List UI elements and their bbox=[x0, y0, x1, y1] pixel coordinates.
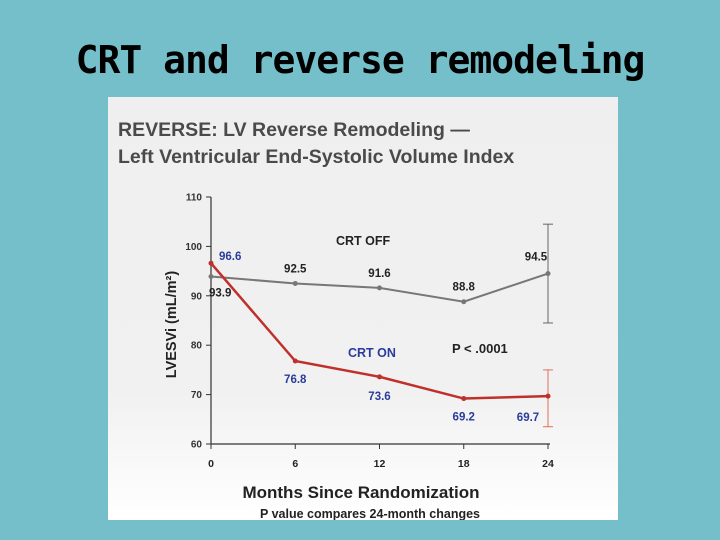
crt-off-data-label: 94.5 bbox=[525, 252, 548, 264]
crt-on-point bbox=[292, 358, 298, 364]
crt-off-series-label: CRT OFF bbox=[336, 234, 391, 248]
crt-off-point bbox=[292, 280, 298, 286]
crt-off-point bbox=[545, 271, 551, 277]
chart-figure: REVERSE: LV Reverse Remodeling — Left Ve… bbox=[108, 97, 618, 520]
chart-title-line1: REVERSE: LV Reverse Remodeling — bbox=[118, 119, 470, 141]
y-tick-label: 110 bbox=[186, 193, 203, 204]
chart-note: P value compares 24-month changes bbox=[260, 507, 480, 520]
crt-on-series-label: CRT ON bbox=[348, 346, 396, 360]
crt-on-point bbox=[461, 396, 467, 402]
y-tick-label: 100 bbox=[185, 242, 202, 253]
x-axis-title: Months Since Randomization bbox=[242, 483, 479, 502]
y-tick-label: 80 bbox=[191, 341, 203, 352]
crt-off-data-label: 91.6 bbox=[368, 268, 390, 280]
x-tick-label: 6 bbox=[292, 458, 298, 470]
chart-title: REVERSE: LV Reverse Remodeling — Left Ve… bbox=[118, 117, 608, 171]
crt-on-data-label: 96.6 bbox=[219, 251, 241, 263]
x-tick-label: 24 bbox=[542, 458, 554, 470]
y-tick-label: 90 bbox=[191, 291, 203, 302]
x-tick-label: 18 bbox=[458, 458, 470, 470]
crt-on-data-label: 76.8 bbox=[284, 374, 307, 386]
crt-on-data-label: 69.2 bbox=[453, 412, 475, 424]
y-tick-label: 70 bbox=[191, 390, 203, 401]
crt-off-point bbox=[461, 299, 467, 305]
crt-on-point bbox=[545, 393, 551, 399]
p-value-annotation: P < .0001 bbox=[452, 341, 508, 356]
crt-off-point bbox=[208, 274, 214, 280]
crt-off-data-label: 93.9 bbox=[209, 288, 231, 300]
chart-title-line2: Left Ventricular End-Systolic Volume Ind… bbox=[118, 146, 515, 168]
y-axis-title: LVESVi (mL/m²) bbox=[164, 271, 180, 379]
y-tick-label: 60 bbox=[191, 440, 203, 451]
crt-off-data-label: 88.8 bbox=[453, 282, 476, 294]
crt-on-point bbox=[208, 260, 214, 266]
x-tick-label: 0 bbox=[208, 458, 214, 470]
x-tick-label: 12 bbox=[374, 458, 386, 470]
crt-off-data-label: 92.5 bbox=[284, 263, 307, 275]
crt-on-point bbox=[377, 374, 382, 380]
crt-off-point bbox=[377, 285, 382, 291]
slide-title: CRT and reverse remodeling bbox=[75, 38, 646, 82]
crt-on-data-label: 73.6 bbox=[368, 391, 390, 403]
line-chart: 60 70 80 90 100 110 0 6 12 18 24 Months Since Rando… bbox=[164, 193, 554, 521]
crt-on-data-label: 69.7 bbox=[517, 412, 539, 424]
